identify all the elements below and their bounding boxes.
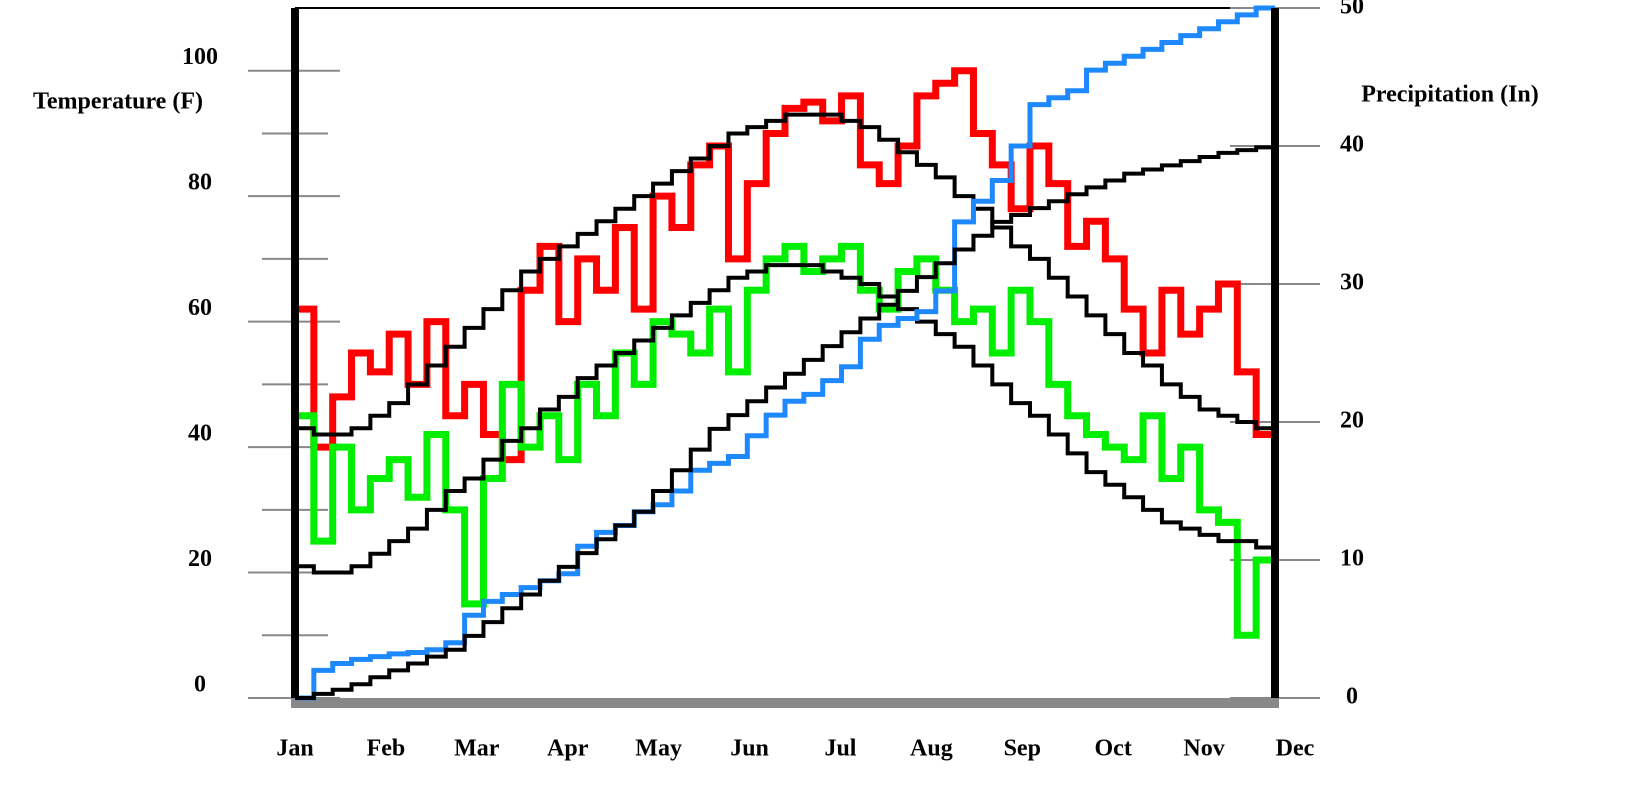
- y-tick-label: 60: [188, 295, 212, 321]
- y-tick-label: 80: [188, 170, 212, 196]
- x-tick-label: Feb: [367, 736, 406, 762]
- series-line: [295, 67, 1279, 464]
- x-tick-label: Aug: [910, 736, 953, 762]
- x-tick-label: Dec: [1276, 736, 1315, 762]
- y2-tick-label: 40: [1340, 132, 1364, 158]
- x-tick-label: Jun: [730, 736, 769, 762]
- y-tick-label: 40: [188, 421, 212, 447]
- y-tick-label: 20: [188, 546, 212, 572]
- y-axis-label: Temperature (F): [33, 89, 203, 115]
- x-tick-label: Sep: [1004, 736, 1041, 762]
- x-tick-label: Jul: [824, 736, 856, 762]
- y2-tick-label: 0: [1346, 684, 1358, 710]
- series-line: [295, 263, 1275, 575]
- series-line: [295, 242, 1279, 639]
- y-tick-label: 0: [194, 672, 206, 698]
- x-tick-label: Mar: [454, 736, 500, 762]
- y2-tick-label: 10: [1340, 546, 1364, 572]
- y2-tick-label: 20: [1340, 408, 1364, 434]
- x-tick-label: Apr: [547, 736, 589, 762]
- x-tick-label: May: [635, 736, 682, 762]
- series-line: [295, 145, 1277, 700]
- series-line: [295, 112, 1275, 437]
- x-tick-label: Oct: [1095, 736, 1132, 762]
- left-border: [291, 8, 299, 698]
- y-tick-label: 100: [182, 44, 218, 70]
- x-tick-label: Nov: [1183, 736, 1224, 762]
- y2-axis-label: Precipitation (In): [1361, 82, 1539, 108]
- x-tick-label: Jan: [276, 736, 313, 762]
- right-border: [1271, 8, 1279, 698]
- y2-tick-label: 30: [1340, 270, 1364, 296]
- x-axis-bar: [291, 698, 1279, 708]
- y2-tick-label: 50: [1340, 0, 1364, 20]
